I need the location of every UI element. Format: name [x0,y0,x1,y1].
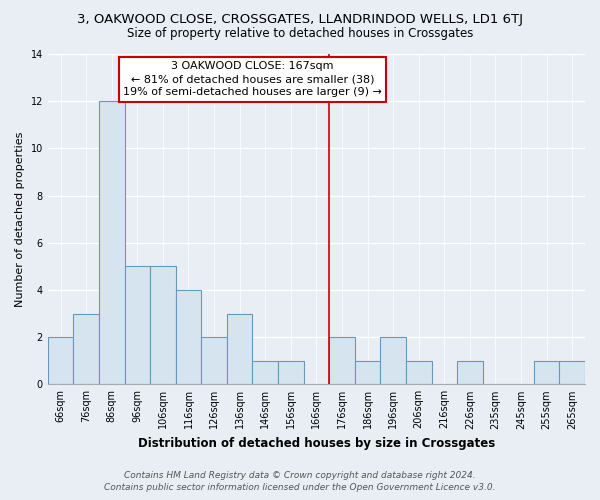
Bar [355,360,380,384]
Text: Contains HM Land Registry data © Crown copyright and database right 2024.
Contai: Contains HM Land Registry data © Crown c… [104,471,496,492]
Bar [99,101,125,384]
Bar [201,337,227,384]
Bar [253,360,278,384]
Bar [380,337,406,384]
Bar [559,360,585,384]
Text: 3, OAKWOOD CLOSE, CROSSGATES, LLANDRINDOD WELLS, LD1 6TJ: 3, OAKWOOD CLOSE, CROSSGATES, LLANDRINDO… [77,12,523,26]
Y-axis label: Number of detached properties: Number of detached properties [15,132,25,307]
Bar [227,314,253,384]
Bar [48,337,73,384]
Bar [125,266,150,384]
Bar [176,290,201,384]
Bar [329,337,355,384]
X-axis label: Distribution of detached houses by size in Crossgates: Distribution of detached houses by size … [138,437,495,450]
Bar [278,360,304,384]
Bar [150,266,176,384]
Bar [73,314,99,384]
Bar [406,360,431,384]
Bar [457,360,482,384]
Bar [534,360,559,384]
Text: Size of property relative to detached houses in Crossgates: Size of property relative to detached ho… [127,28,473,40]
Text: 3 OAKWOOD CLOSE: 167sqm
← 81% of detached houses are smaller (38)
19% of semi-de: 3 OAKWOOD CLOSE: 167sqm ← 81% of detache… [123,61,382,98]
